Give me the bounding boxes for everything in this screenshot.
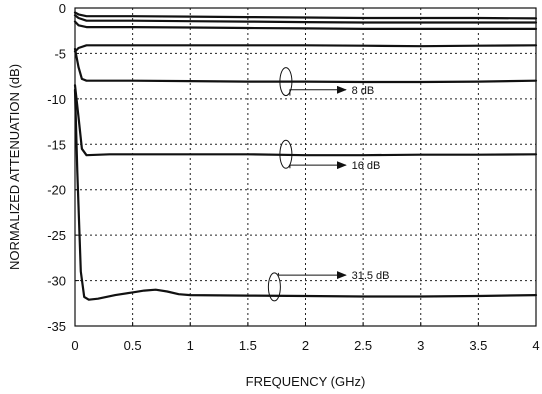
y-tick-label: -15 — [47, 137, 66, 152]
x-tick-label: 1.5 — [239, 338, 257, 353]
x-axis-label: FREQUENCY (GHz) — [246, 374, 366, 389]
y-axis-label: NORMALIZED ATTENUATION (dB) — [7, 64, 22, 270]
annotation-arrow — [289, 85, 347, 96]
series-line-3 — [73, 20, 538, 30]
y-tick-label: -35 — [47, 319, 66, 334]
x-tick-label: 3.5 — [469, 338, 487, 353]
series-line-7 — [73, 88, 538, 301]
annotation-label: 8 dB — [352, 85, 375, 97]
annotation-ellipse — [279, 139, 293, 169]
x-tick-label: 0 — [71, 338, 78, 353]
y-tick-label: 0 — [59, 1, 66, 16]
annotation-arrow — [289, 161, 347, 170]
annotation-1: 8 dB — [279, 67, 375, 97]
annotation-2: 16 dB — [279, 139, 381, 172]
series-line-4 — [73, 44, 538, 53]
annotation-label: 16 dB — [352, 160, 381, 172]
annotations: 8 dB 16 dB 31.5 dB — [267, 67, 390, 302]
annotation-label: 31.5 dB — [352, 270, 390, 282]
annotation-ellipse — [279, 67, 293, 97]
x-tick-label: 2 — [302, 338, 309, 353]
x-tick-label: 4 — [532, 338, 539, 353]
y-tick-label: -5 — [54, 46, 66, 61]
annotation-3: 31.5 dB — [267, 270, 390, 302]
x-tick-label: 1 — [187, 338, 194, 353]
x-tick-label: 0.5 — [124, 338, 142, 353]
x-tick-label: 3 — [417, 338, 424, 353]
y-tick-label: -10 — [47, 92, 66, 107]
grid — [75, 8, 536, 326]
series-line-5 — [73, 47, 538, 84]
series-line-6 — [73, 84, 538, 157]
series-line-1 — [73, 11, 538, 20]
series-layer — [73, 11, 538, 301]
y-tick-label: -25 — [47, 228, 66, 243]
x-tick-label: 2.5 — [354, 338, 372, 353]
y-tick-label: -30 — [47, 274, 66, 289]
series-line-2 — [73, 14, 538, 24]
tick-labels: 0 0.5 1 1.5 2 2.5 3 3.5 4 0 -5 -10 -15 -20 -25 -30 -35 — [47, 1, 539, 353]
annotation-ellipse — [267, 272, 281, 302]
annotation-arrow — [277, 271, 347, 280]
y-tick-label: -20 — [47, 183, 66, 198]
